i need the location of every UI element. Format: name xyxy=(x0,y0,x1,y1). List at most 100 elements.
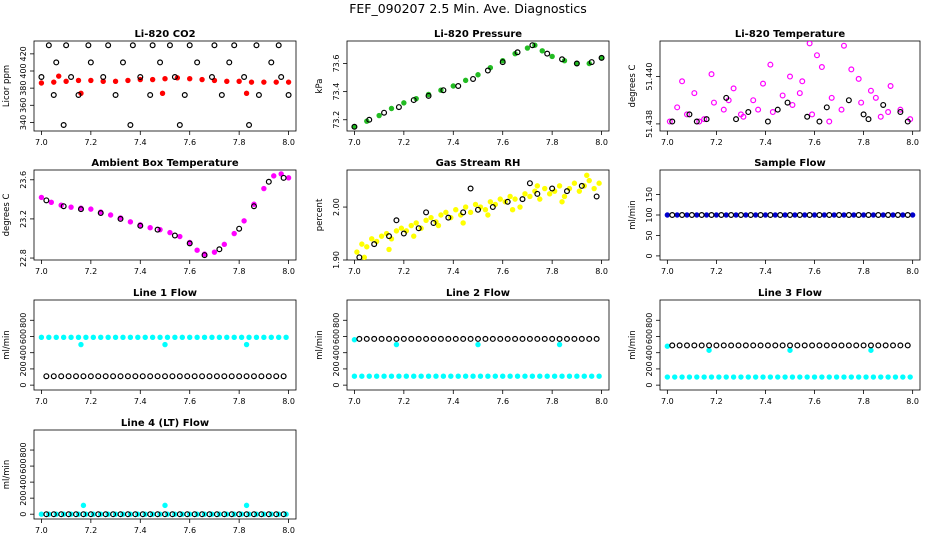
x-tick-label: 7.0 xyxy=(35,267,48,276)
data-point-instantaneous xyxy=(841,374,847,380)
data-point-instantaneous xyxy=(664,374,671,380)
data-point-instantaneous xyxy=(581,373,587,379)
y-tick-label: 600 xyxy=(19,458,28,473)
data-point-instantaneous xyxy=(549,53,555,60)
data-point-instantaneous xyxy=(522,191,528,197)
data-point-average xyxy=(236,225,243,232)
data-point-instantaneous xyxy=(537,196,543,202)
data-point-instantaneous xyxy=(872,94,879,101)
data-point-average xyxy=(366,116,373,123)
data-point-average xyxy=(186,42,193,49)
data-point-average xyxy=(669,212,676,219)
data-point-average xyxy=(246,121,253,128)
data-point-instantaneous xyxy=(867,87,874,94)
data-point-average xyxy=(216,246,223,253)
data-point-average xyxy=(43,373,50,380)
data-point-instantaneous xyxy=(679,374,685,380)
data-point-instantaneous xyxy=(769,109,776,116)
data-point-average xyxy=(250,373,257,380)
data-point-instantaneous xyxy=(730,85,737,92)
x-tick-label: 7.0 xyxy=(348,267,361,276)
data-point-average xyxy=(351,123,358,130)
data-point-instantaneous xyxy=(149,334,156,340)
data-point-instantaneous xyxy=(752,374,759,380)
data-point-average xyxy=(213,511,220,518)
x-tick-label: 7.4 xyxy=(447,267,460,276)
data-point-instantaneous xyxy=(413,220,419,226)
data-point-average xyxy=(757,212,764,219)
data-point-instantaneous xyxy=(507,373,513,379)
data-point-average xyxy=(445,214,452,221)
data-point-average xyxy=(706,342,713,349)
data-point-average xyxy=(278,73,285,80)
chart-li820-temperature: Li-820 Temperature degrees C 7.0 7.2 7.4 7.6 7… xyxy=(628,29,921,147)
data-point-instantaneous xyxy=(527,193,533,200)
data-point-instantaneous xyxy=(497,196,503,202)
data-point-average xyxy=(255,91,262,98)
data-point-instantaneous xyxy=(364,244,370,250)
data-point-average xyxy=(117,215,124,222)
x-tick-label: 7.8 xyxy=(546,397,559,406)
data-point-average xyxy=(541,335,548,342)
data-point-instantaneous xyxy=(878,374,884,380)
data-point-instantaneous xyxy=(487,199,494,205)
data-point-instantaneous xyxy=(500,373,506,379)
y-tick-label: 800 xyxy=(332,313,341,328)
data-point-instantaneous xyxy=(782,212,788,218)
data-point-instantaneous xyxy=(909,212,916,218)
data-point-instantaneous xyxy=(897,106,904,113)
plot-frame xyxy=(346,169,610,261)
x-tick-label: 7.6 xyxy=(496,267,509,276)
y-tick-label: 23.2 xyxy=(19,210,28,228)
data-point-instantaneous xyxy=(818,64,825,71)
chart-title: Gas Stream RH xyxy=(436,158,521,169)
data-point-average xyxy=(85,42,92,49)
data-point-average xyxy=(786,342,793,349)
data-point-average xyxy=(470,75,477,82)
data-point-instantaneous xyxy=(596,180,602,186)
data-point-instantaneous xyxy=(378,233,385,239)
chart-line-2-flow: Line 2 Flow ml/min 7.0 7.2 7.4 7.6 7.8 8.0 0 2004… xyxy=(315,288,610,406)
data-point-instantaneous xyxy=(826,374,832,380)
data-point-average xyxy=(73,373,80,380)
data-point-instantaneous xyxy=(221,241,228,248)
data-point-average xyxy=(534,190,541,197)
data-point-average xyxy=(80,373,87,380)
data-point-average xyxy=(273,511,280,518)
data-point-instantaneous xyxy=(482,207,489,213)
data-point-average xyxy=(549,335,556,342)
data-point-instantaneous xyxy=(848,66,855,73)
chart-gas-stream-rh: Gas Stream RH percent 7.0 7.2 7.4 7.6 7.8 8.0 1.… xyxy=(315,158,610,276)
points-layer xyxy=(38,334,289,380)
data-point-average xyxy=(218,91,225,98)
data-point-instantaneous xyxy=(90,334,97,340)
data-point-average xyxy=(826,212,833,219)
data-point-instantaneous xyxy=(475,341,481,348)
plot-frame xyxy=(33,169,297,261)
data-point-average xyxy=(275,42,282,49)
data-point-average xyxy=(534,335,541,342)
data-point-average xyxy=(50,511,57,518)
data-point-instantaneous xyxy=(53,334,59,340)
data-point-average xyxy=(117,511,124,518)
data-point-instantaneous xyxy=(211,249,218,255)
data-point-average xyxy=(512,335,519,342)
data-point-instantaneous xyxy=(485,373,491,379)
chart-line-1-flow: Line 1 Flow ml/min 7.0 7.2 7.4 7.6 7.8 8.0 0 2004… xyxy=(2,288,297,406)
data-point-instantaneous xyxy=(752,212,759,218)
data-point-average xyxy=(63,42,70,49)
plot-frame xyxy=(659,40,921,132)
data-point-average xyxy=(764,118,771,125)
data-point-average xyxy=(809,342,816,349)
data-point-instantaneous xyxy=(821,212,828,218)
data-point-average xyxy=(97,210,104,217)
data-point-average xyxy=(679,212,686,219)
data-point-instantaneous xyxy=(373,373,380,379)
data-point-average xyxy=(777,212,784,219)
data-point-average xyxy=(686,111,693,118)
data-point-instantaneous xyxy=(694,212,700,218)
x-tick-label: 7.0 xyxy=(661,397,674,406)
data-point-average xyxy=(836,212,843,219)
y-tick-label: 50 xyxy=(645,230,654,240)
